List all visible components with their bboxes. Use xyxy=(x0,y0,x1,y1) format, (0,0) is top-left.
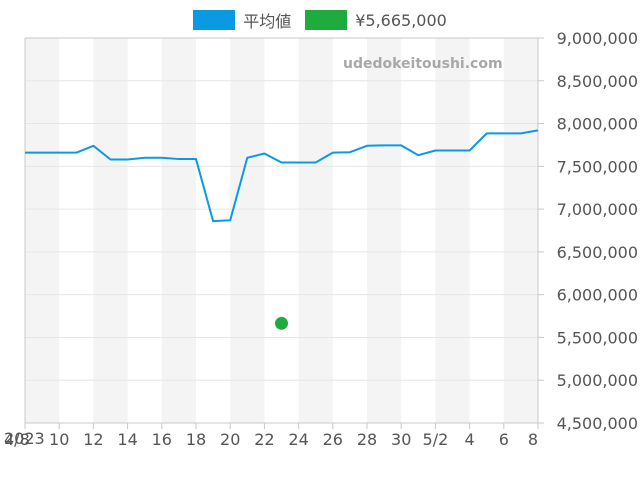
y-tick-label: 6,500,000 xyxy=(557,243,638,262)
y-tick-label: 5,000,000 xyxy=(557,371,638,390)
y-axis-ticks: 4,500,000 5,000,000 5,500,000 6,000,000 6,50… xyxy=(538,29,638,433)
x-tick-label: 14 xyxy=(117,430,137,449)
year-label: 2023 xyxy=(4,429,45,448)
y-tick-label: 8,500,000 xyxy=(557,72,638,91)
x-tick-label: 28 xyxy=(357,430,377,449)
price-point-marker[interactable] xyxy=(275,316,288,330)
plot-frame xyxy=(24,37,539,424)
background-band xyxy=(503,38,538,423)
x-tick-label: 20 xyxy=(220,430,240,449)
background-band xyxy=(298,38,333,423)
x-tick-label: 22 xyxy=(254,430,274,449)
x-tick-label: 5/2 xyxy=(423,430,449,449)
y-tick-label: 8,000,000 xyxy=(557,115,638,134)
y-tick-label: 7,000,000 xyxy=(557,200,638,219)
legend-label-price-point: ¥5,665,000 xyxy=(355,10,447,30)
x-tick-label: 30 xyxy=(391,430,411,449)
y-tick-label: 9,000,000 xyxy=(557,29,638,48)
y-tick-label: 4,500,000 xyxy=(557,414,638,433)
average-price-line xyxy=(25,129,539,223)
background-band xyxy=(161,38,196,423)
legend-label-average: 平均値 xyxy=(243,12,292,31)
legend-item-price-point[interactable]: ¥5,665,000 xyxy=(305,10,447,30)
background-band xyxy=(230,38,265,423)
y-tick-label: 5,500,000 xyxy=(557,328,638,347)
legend-swatch-average xyxy=(193,10,236,30)
x-tick-label: 18 xyxy=(186,430,206,449)
x-tick-label: 8 xyxy=(528,430,538,449)
x-tick-label: 24 xyxy=(288,430,308,449)
background-bands xyxy=(25,38,538,423)
background-band xyxy=(93,38,128,423)
x-tick-label: 4/8 xyxy=(4,430,30,449)
x-tick-label: 12 xyxy=(83,430,103,449)
series-layer xyxy=(25,129,539,330)
x-axis-ticks: 4/8 10 12 14 16 18 20 22 24 26 28 30 5/2 4 6 8 xyxy=(4,423,539,449)
x-tick-label: 16 xyxy=(152,430,172,449)
x-tick-label: 10 xyxy=(49,430,69,449)
x-tick-label: 6 xyxy=(499,430,509,449)
legend-swatch-price-point xyxy=(305,10,348,30)
x-tick-label: 4 xyxy=(465,430,475,449)
legend: 平均値 ¥5,665,000 xyxy=(0,8,640,32)
y-tick-label: 6,000,000 xyxy=(557,286,638,305)
background-band xyxy=(367,38,402,423)
x-tick-label: 26 xyxy=(323,430,343,449)
background-band xyxy=(435,38,470,423)
legend-item-average[interactable]: 平均値 xyxy=(193,8,291,32)
watermark: udedokeitoushi.com xyxy=(343,56,503,72)
y-tick-label: 7,500,000 xyxy=(557,157,638,176)
background-band xyxy=(25,38,60,423)
